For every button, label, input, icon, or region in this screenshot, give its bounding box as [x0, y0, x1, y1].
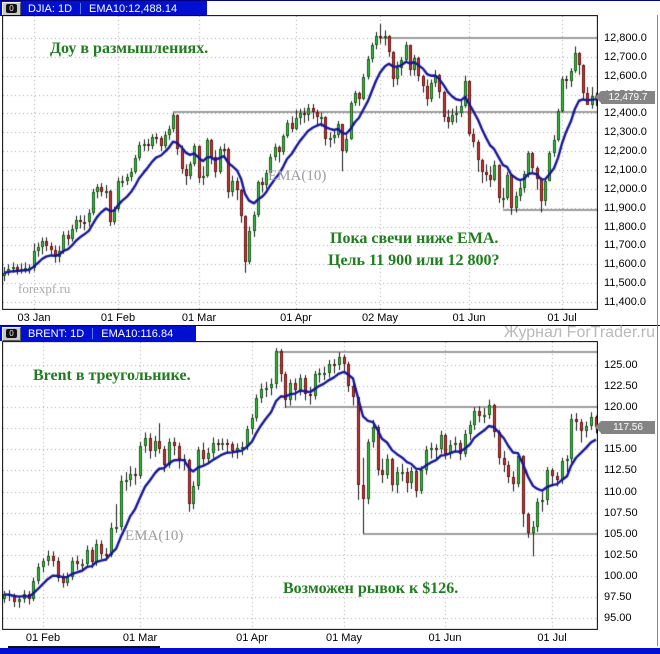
ema-indicator-label: EMA(10)	[125, 528, 184, 544]
x-axis-label: 03 Jan	[17, 312, 51, 324]
x-axis-label: 01 Mar	[122, 632, 158, 644]
brent-last-price-tag: 117.56	[595, 421, 655, 434]
chart-annotation: Цель 11 900 или 12 800?	[328, 252, 500, 269]
y-axis-label: 102.50	[604, 549, 638, 561]
djia-last-price-value: 12,479.7	[608, 92, 648, 103]
fortrader-watermark: Журнал ForTrader.ru	[503, 324, 655, 341]
chart-window-icon-glyph: 0	[6, 329, 17, 338]
y-axis-label: 107.50	[604, 507, 638, 519]
y-axis-label: 11,400.0	[604, 296, 647, 308]
x-axis-label: 01 Jun	[428, 632, 462, 644]
y-axis-label: 97.50	[604, 591, 632, 603]
x-axis-label: 01 Apr	[236, 632, 268, 644]
x-axis-label: 01 Jul	[547, 312, 577, 324]
brent-titlebar-bar[interactable]: 0 BRENT: 1D EMA10:116.84	[0, 326, 196, 341]
y-axis-label: 110.00	[604, 486, 637, 498]
axis-panel-right-border	[657, 15, 658, 646]
titlebar-separator	[80, 3, 82, 14]
djia-last-price-tag: 12,479.7	[595, 91, 655, 104]
chart-annotation: Доу в размышлениях.	[50, 40, 209, 57]
brent-last-price-value: 117.56	[613, 422, 643, 433]
x-axis-label: 01 Feb	[100, 312, 136, 324]
djia-ema-value-label: EMA10:12,488.14	[89, 2, 178, 15]
y-axis-label: 11,600.0	[604, 258, 647, 270]
y-axis-label: 11,900.0	[604, 202, 647, 214]
djia-candlestick-chart[interactable]	[2, 15, 598, 310]
titlebar-separator	[92, 328, 94, 339]
y-axis-label: 95.00	[604, 612, 632, 624]
chart-window-icon-glyph: 0	[6, 4, 17, 13]
chart-annotation: Пока свечи ниже EMA.	[330, 230, 499, 247]
ema-indicator-label: EMA(10)	[268, 168, 327, 184]
x-axis-label: 01 Apr	[280, 312, 312, 324]
x-axis-label: 02 May	[361, 312, 399, 324]
x-axis-label: 01 May	[325, 632, 363, 644]
chart-window-icon[interactable]: 0	[2, 1, 21, 16]
djia-titlebar-bar[interactable]: 0 DJIA: 1D EMA10:12,488.14	[0, 1, 207, 16]
y-axis-label: 125.00	[604, 359, 638, 371]
y-axis-label: 11,700.0	[604, 239, 647, 251]
x-axis-label: 01 Jun	[452, 312, 486, 324]
y-axis-label: 12,000.0	[604, 183, 647, 195]
djia-symbol-label: DJIA: 1D	[28, 2, 73, 15]
brent-titlebar: 0 BRENT: 1D EMA10:116.84	[0, 325, 660, 342]
x-axis-label: 01 Jul	[537, 632, 567, 644]
chart-window-icon[interactable]: 0	[2, 326, 21, 341]
footer-black-line	[8, 646, 160, 648]
y-axis-label: 105.00	[604, 528, 638, 540]
y-axis-label: 120.00	[604, 401, 638, 413]
brent-symbol-label: BRENT: 1D	[28, 327, 85, 340]
y-axis-label: 115.00	[604, 443, 637, 455]
forexpf-watermark: forexpf.ru	[18, 281, 71, 296]
next-panel-titlebar-strip	[0, 648, 660, 654]
y-axis-label: 12,300.0	[604, 126, 647, 138]
y-axis-label: 100.00	[604, 570, 638, 582]
y-axis-label: 12,700.0	[604, 51, 647, 63]
y-axis-label: 12,200.0	[604, 145, 647, 157]
brent-ema-value-label: EMA10:116.84	[101, 327, 174, 340]
djia-titlebar: 0 DJIA: 1D EMA10:12,488.14	[0, 0, 660, 17]
y-axis-label: 11,500.0	[604, 277, 647, 289]
x-axis-label: 01 Feb	[25, 632, 61, 644]
y-axis-label: 11,800.0	[604, 221, 647, 233]
chart-annotation: Возможен рывок к $126.	[283, 580, 459, 597]
y-axis-label: 12,800.0	[604, 32, 647, 44]
y-axis-label: 112.50	[604, 464, 637, 476]
y-axis-label: 12,400.0	[604, 107, 647, 119]
x-axis-label: 01 Mar	[181, 312, 217, 324]
y-axis-label: 12,100.0	[604, 164, 647, 176]
y-axis-label: 122.50	[604, 380, 638, 392]
y-axis-label: 12,600.0	[604, 70, 647, 82]
brent-candlestick-chart[interactable]	[2, 341, 598, 630]
chart-annotation: Brent в треугольнике.	[33, 367, 191, 384]
